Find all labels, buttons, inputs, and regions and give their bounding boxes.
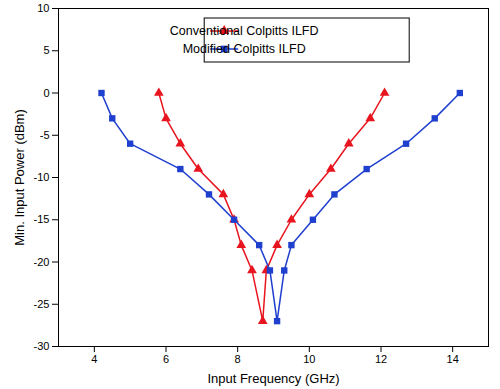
- svg-text:Modified Colpitts ILFD: Modified Colpitts ILFD: [183, 42, 306, 56]
- svg-text:5: 5: [43, 44, 49, 56]
- svg-text:0: 0: [43, 87, 49, 99]
- svg-text:-30: -30: [34, 340, 50, 352]
- svg-text:6: 6: [163, 353, 169, 365]
- svg-text:Input Frequency (GHz): Input Frequency (GHz): [207, 371, 339, 386]
- svg-text:8: 8: [235, 353, 241, 365]
- svg-text:14: 14: [447, 353, 459, 365]
- svg-text:10: 10: [303, 353, 315, 365]
- svg-text:-20: -20: [34, 256, 50, 268]
- svg-text:4: 4: [91, 353, 97, 365]
- svg-text:10: 10: [37, 2, 49, 14]
- svg-text:-15: -15: [34, 213, 50, 225]
- svg-text:Min. Input Power (dBm): Min. Input Power (dBm): [12, 109, 27, 246]
- svg-text:Conventional Colpitts ILFD: Conventional Colpitts ILFD: [170, 24, 319, 38]
- svg-text:-10: -10: [34, 171, 50, 183]
- svg-text:-5: -5: [40, 129, 50, 141]
- svg-text:-25: -25: [34, 298, 50, 310]
- svg-text:12: 12: [375, 353, 387, 365]
